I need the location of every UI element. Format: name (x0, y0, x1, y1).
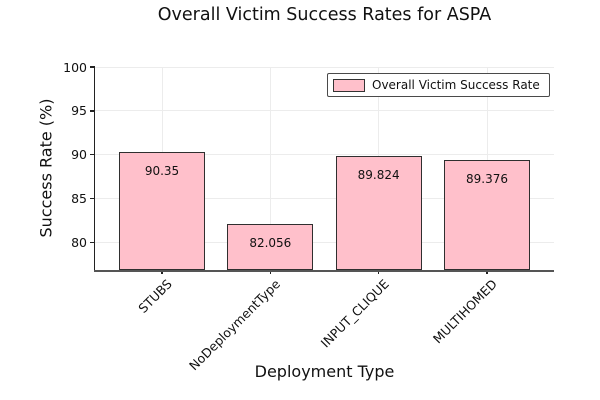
bar-value-label: 89.376 (466, 172, 508, 187)
y-tick-label: 80 (71, 234, 87, 250)
y-axis-label: Success Rate (%) (36, 98, 56, 238)
h-gridline (95, 241, 554, 243)
bar-value-label: 82.056 (249, 236, 292, 251)
y-tick-label: 90 (71, 147, 87, 163)
bar-value-label: 90.35 (144, 163, 180, 178)
bar-multihomed (444, 160, 530, 270)
x-category-label: NoDeploymentType (186, 276, 284, 374)
y-tick-mark (89, 241, 95, 244)
x-category-label: STUBS (135, 276, 175, 316)
bar-input_clique (335, 156, 422, 270)
h-gridline (95, 66, 554, 68)
x-tick-mark (161, 270, 163, 274)
y-tick-label: 85 (71, 191, 87, 207)
y-axis-spine (93, 67, 95, 272)
x-category-label: MULTIHOMED (429, 276, 500, 347)
chart-title: Overall Victim Success Rates for ASPA (157, 5, 492, 25)
y-tick-mark (89, 110, 95, 112)
plot-area: 90.35 82.056 89.824 89.376 80 85 90 95 100 (63, 60, 554, 274)
x-tick-mark (269, 270, 272, 274)
y-tick-label: 95 (71, 103, 87, 119)
h-gridline (95, 198, 554, 200)
bar-stubs (119, 151, 205, 270)
bar-nodeploymenttype (227, 224, 314, 270)
x-category-label: INPUT_CLIQUE (317, 276, 392, 351)
legend-box: Overall Victim Success Rate (327, 73, 550, 97)
h-gridline (95, 154, 554, 156)
x-axis-label: Deployment Type (254, 362, 395, 381)
h-gridline (95, 110, 554, 112)
y-tick-mark (89, 66, 95, 68)
legend-label: Overall Victim Success Rate (372, 78, 540, 92)
y-tick-mark (89, 197, 95, 200)
v-gridline (269, 67, 271, 270)
y-tick-label: 100 (63, 59, 87, 75)
legend-swatch-icon (333, 78, 365, 92)
x-axis-spine (93, 270, 554, 272)
x-tick-mark (378, 270, 380, 274)
x-tick-mark (486, 270, 488, 274)
y-tick-mark (89, 154, 95, 156)
bar-value-label: 89.824 (357, 168, 400, 183)
